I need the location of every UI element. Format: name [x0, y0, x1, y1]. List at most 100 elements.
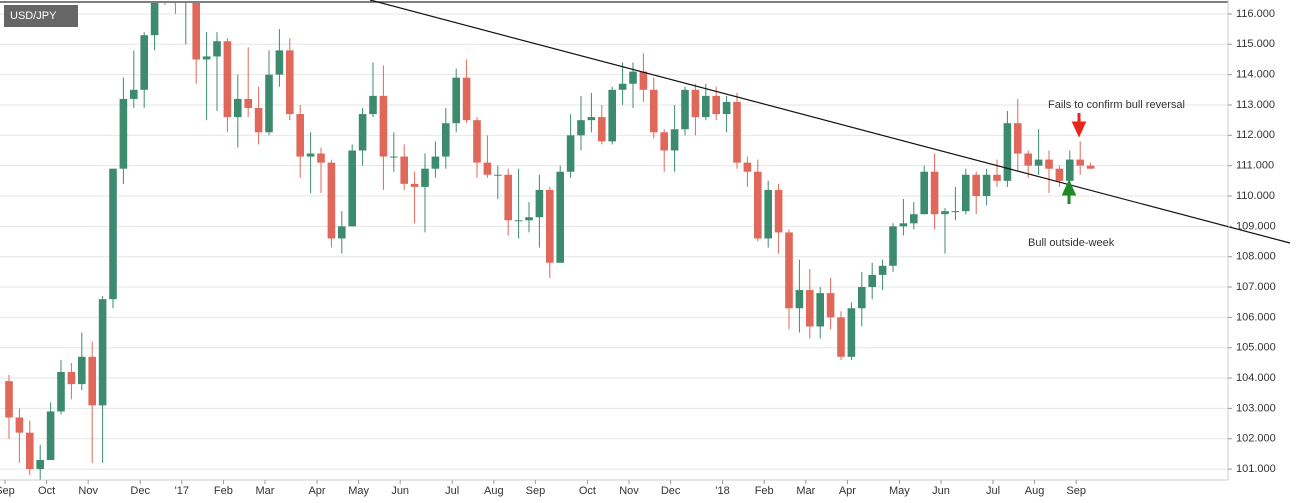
candle-body — [1003, 123, 1012, 181]
candle-body — [410, 183, 419, 187]
candle-body — [26, 432, 34, 470]
candle-body — [577, 120, 585, 136]
candle-body — [930, 171, 939, 215]
annotation: Bull outside-week — [1028, 237, 1115, 249]
y-tick-label: 114.000 — [1236, 69, 1275, 81]
candle-body — [608, 89, 616, 142]
candle-body — [546, 189, 554, 263]
candle-body — [390, 156, 398, 158]
candle-body — [910, 214, 918, 224]
y-tick-label: 106.000 — [1236, 311, 1276, 323]
candle-body — [98, 299, 107, 406]
candle-body — [514, 220, 523, 222]
x-tick-label: Jul — [986, 485, 1000, 497]
candle-body — [46, 411, 55, 460]
y-tick-label: 116.000 — [1236, 8, 1275, 20]
candle-body — [400, 156, 408, 184]
candle-body — [140, 35, 148, 90]
candle-body — [494, 174, 502, 176]
candle-body — [587, 117, 596, 121]
y-tick-label: 112.000 — [1236, 129, 1275, 141]
x-tick-label: Mar — [256, 485, 275, 497]
candle-body — [1024, 153, 1032, 166]
x-tick-label: Feb — [214, 485, 233, 497]
y-tick-label: 109.000 — [1236, 220, 1276, 232]
candle-body — [67, 371, 76, 385]
title-box — [4, 5, 78, 27]
candle-body — [660, 132, 668, 151]
x-tick-label: Jun — [391, 485, 409, 497]
candle-body — [566, 135, 575, 172]
y-tick-label: 107.000 — [1236, 281, 1276, 293]
candle-body — [1055, 168, 1064, 181]
candle-body — [702, 95, 710, 118]
y-tick-label: 101.000 — [1236, 463, 1276, 475]
candle-body — [556, 171, 564, 263]
candle-body — [889, 226, 897, 266]
candle-body — [15, 417, 24, 433]
candle-body — [462, 77, 471, 121]
candle-body — [826, 293, 835, 318]
candle-body — [868, 274, 876, 288]
candle-body — [837, 317, 845, 357]
y-tick-label: 105.000 — [1236, 342, 1276, 354]
candle-body — [223, 41, 232, 118]
candle-body — [275, 50, 284, 75]
y-tick-label: 103.000 — [1236, 402, 1276, 414]
y-tick-label: 108.000 — [1236, 251, 1276, 263]
candle-body — [192, 3, 200, 60]
candle-body — [982, 174, 991, 197]
candle-body — [670, 129, 679, 151]
candle-body — [431, 156, 440, 169]
candle-body — [265, 74, 273, 133]
x-tick-label: Sep — [526, 485, 546, 497]
candle-body — [286, 50, 294, 115]
candle-body — [639, 71, 648, 90]
y-tick-label: 111.000 — [1236, 160, 1274, 172]
candles — [5, 3, 1095, 480]
x-tick-label: Oct — [38, 485, 55, 497]
x-tick-label: Aug — [1025, 485, 1045, 497]
candle-body — [733, 101, 741, 163]
candle-body — [764, 189, 772, 239]
trend-line — [369, 0, 1291, 244]
candle-body — [795, 290, 804, 309]
candle-body — [722, 101, 731, 115]
y-tick-label: 110.000 — [1236, 190, 1275, 202]
x-tick-label: '18 — [715, 485, 729, 497]
candle-body — [972, 174, 980, 197]
x-tick-label: Apr — [839, 485, 856, 497]
candle-body — [36, 459, 44, 470]
candle-body — [358, 114, 367, 151]
chart-title: USD/JPY — [10, 10, 57, 22]
candle-body — [598, 117, 606, 142]
x-tick-label: Nov — [78, 485, 98, 497]
candle-body — [1076, 159, 1084, 166]
x-tick-label: Mar — [796, 485, 815, 497]
annotation: Fails to confirm bull reversal — [1048, 99, 1185, 111]
candle-body — [348, 150, 356, 227]
candle-body — [327, 162, 336, 239]
candle-body — [1066, 159, 1074, 181]
x-tick-label: Dec — [661, 485, 681, 497]
candle-body — [452, 77, 460, 124]
candle-body — [504, 174, 512, 221]
candle-body — [119, 98, 128, 169]
candle-body — [847, 308, 856, 357]
up-arrow — [1061, 179, 1077, 204]
candle-body — [629, 71, 637, 84]
candle-body — [254, 108, 263, 133]
candle-body — [993, 174, 1001, 181]
x-tick-label: Apr — [308, 485, 325, 497]
candle-body — [369, 95, 377, 115]
candle-body — [858, 287, 866, 309]
candle-body — [5, 381, 13, 418]
x-tick-label: May — [889, 485, 910, 497]
candle-body — [150, 3, 159, 36]
candle-body — [951, 211, 960, 213]
x-tick-label: Sep — [0, 485, 15, 497]
candle-body — [202, 56, 211, 60]
x-tick-label: Dec — [130, 485, 150, 497]
